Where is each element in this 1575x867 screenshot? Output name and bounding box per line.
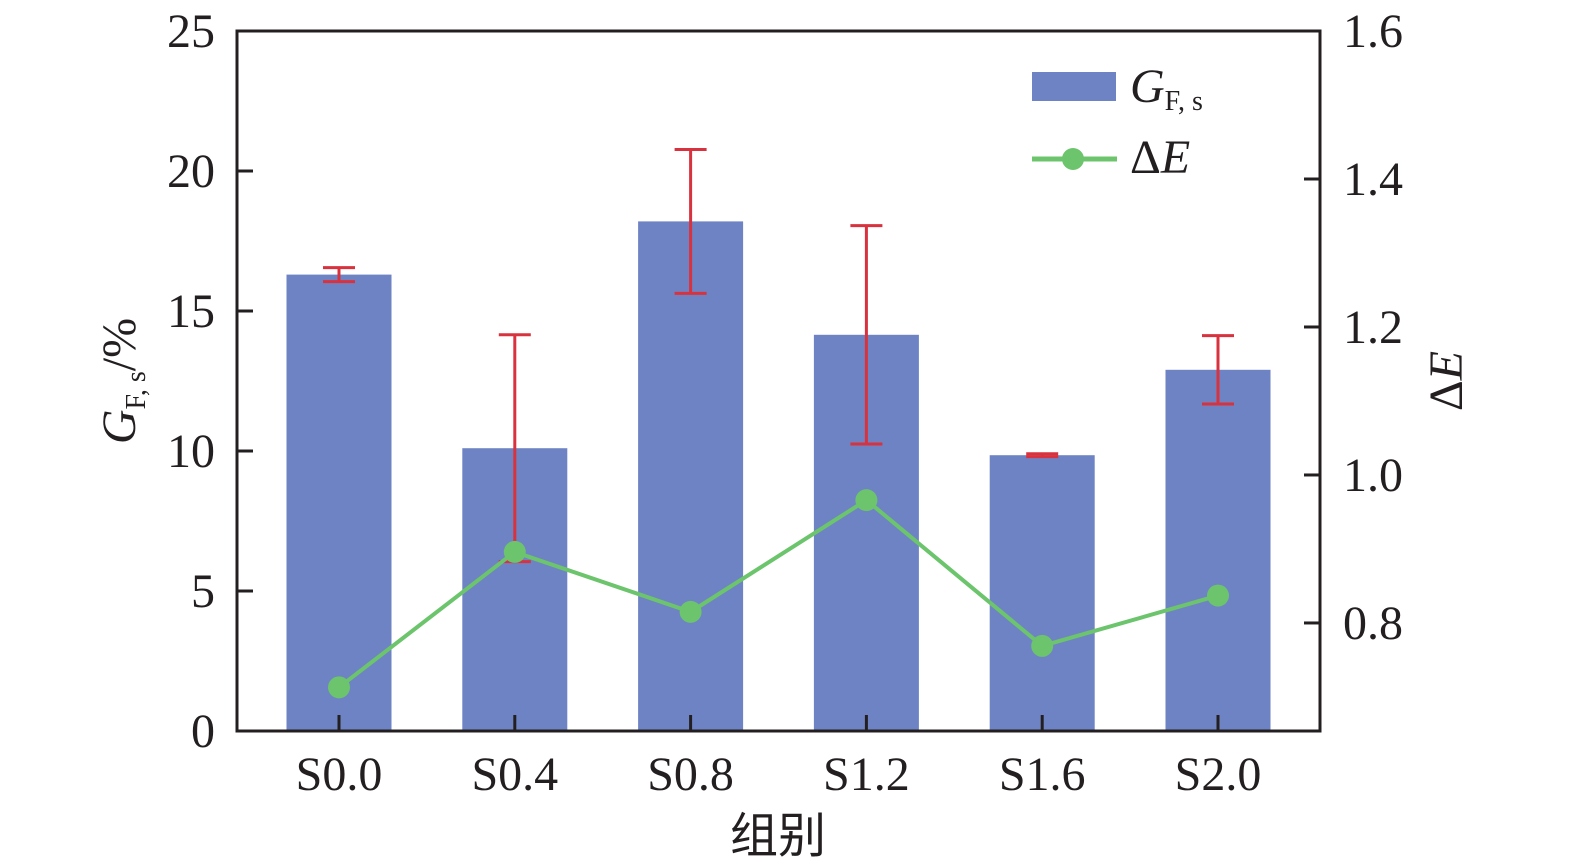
error-bar-S0.0 bbox=[323, 266, 355, 284]
error-bar-S1.6 bbox=[1026, 452, 1059, 459]
x-tick-label: S0.8 bbox=[647, 748, 734, 801]
x-tick-label: S0.4 bbox=[471, 748, 558, 801]
y-tick-label: 20 bbox=[167, 145, 215, 198]
error-bar-S2.0 bbox=[1202, 334, 1234, 406]
legend-label-delta-e: ΔE bbox=[1130, 131, 1190, 184]
legend: GF, s ΔE bbox=[1032, 60, 1203, 184]
bar-S0.0 bbox=[286, 274, 392, 731]
y-tick-label: 15 bbox=[167, 285, 215, 338]
y2-axis-title: ΔE bbox=[1420, 351, 1473, 411]
axes-layer bbox=[235, 29, 1322, 733]
legend-item-gfs: GF, s bbox=[1032, 60, 1203, 117]
y2-tick-label: 1.6 bbox=[1343, 5, 1403, 58]
legend-swatch-bar bbox=[1032, 72, 1116, 101]
y2-axis-title-main: E bbox=[1420, 351, 1473, 381]
delta-e-line bbox=[337, 497, 1219, 689]
y-tick-label: 10 bbox=[167, 425, 215, 478]
y2-tick-label: 1.4 bbox=[1343, 153, 1403, 206]
legend-swatch-marker bbox=[1062, 148, 1084, 170]
legend-label-gfs: GF, s bbox=[1130, 60, 1203, 117]
delta-e-point-S1.6 bbox=[1031, 634, 1054, 657]
error-bars-layer bbox=[323, 147, 1234, 564]
delta-e-point-S0.0 bbox=[328, 676, 350, 699]
y-axis-title-sub: F, s bbox=[121, 371, 152, 409]
y-axis-title: GF, s/% bbox=[93, 318, 152, 444]
delta-e-point-S0.8 bbox=[679, 600, 702, 623]
y-tick-label: 0 bbox=[191, 705, 215, 758]
y2-tick-label: 0.8 bbox=[1343, 597, 1403, 650]
error-bar-S0.8 bbox=[674, 147, 707, 295]
x-tick-label: S1.6 bbox=[999, 748, 1086, 801]
y2-tick-label: 1.0 bbox=[1343, 449, 1403, 502]
delta-e-point-S2.0 bbox=[1207, 584, 1229, 607]
y-axis-title-suffix: /% bbox=[93, 318, 146, 371]
x-tick-label: S2.0 bbox=[1175, 748, 1262, 801]
legend-label-gfs-sub: F, s bbox=[1165, 86, 1203, 117]
legend-label-gfs-main: G bbox=[1130, 60, 1165, 113]
x-axis-title: 组别 bbox=[730, 810, 826, 863]
legend-item-delta-e: ΔE bbox=[1032, 131, 1190, 184]
y2-tick-label: 1.2 bbox=[1343, 301, 1403, 354]
y-tick-label: 5 bbox=[191, 565, 215, 618]
x-tick-label: S0.0 bbox=[296, 748, 383, 801]
y2-axis-title-prefix: Δ bbox=[1420, 380, 1473, 411]
ticks-layer: 0 5 10 15 20 25 0.8 1.0 1.2 1.4 1.6 S0.0 S0.4 S0.8 S1.… bbox=[167, 5, 1403, 801]
legend-label-delta-e-main: E bbox=[1160, 131, 1190, 184]
bar-S0.8 bbox=[638, 221, 744, 731]
x-tick-label: S1.2 bbox=[823, 748, 910, 801]
bars-layer bbox=[286, 221, 1271, 731]
error-bar-S1.2 bbox=[850, 224, 883, 446]
y-tick-label: 25 bbox=[167, 5, 215, 58]
y-axis-title-main: G bbox=[93, 409, 146, 444]
bar-S2.0 bbox=[1165, 369, 1271, 731]
legend-label-delta-e-prefix: Δ bbox=[1130, 131, 1161, 184]
delta-e-line-layer bbox=[328, 489, 1229, 699]
delta-e-point-S1.2 bbox=[855, 489, 878, 512]
delta-e-point-S0.4 bbox=[503, 540, 526, 563]
bar-S1.6 bbox=[989, 455, 1095, 731]
